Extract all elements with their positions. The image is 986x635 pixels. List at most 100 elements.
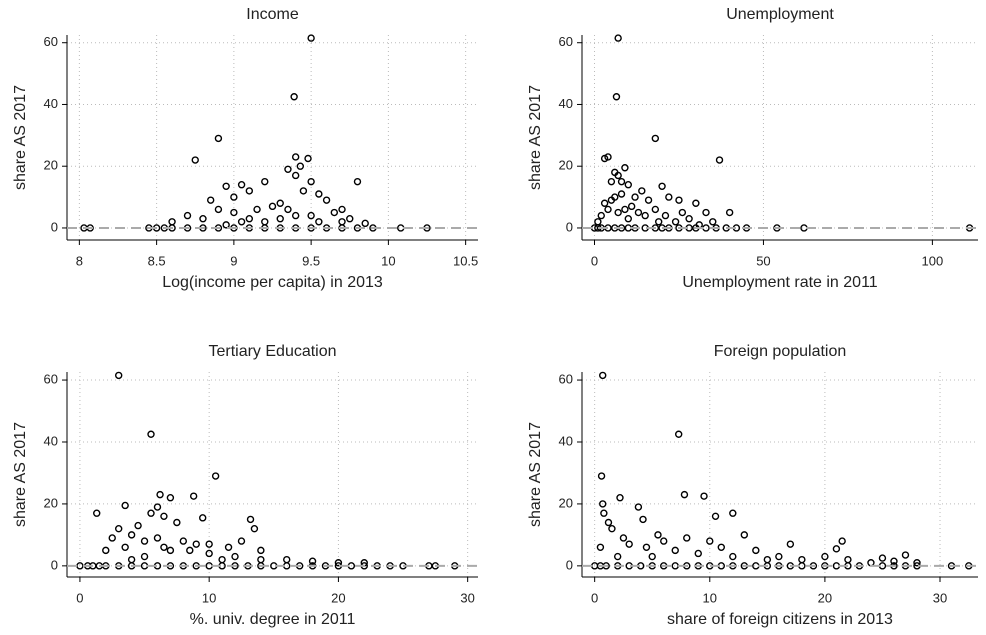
point: [361, 219, 369, 228]
point: [284, 205, 292, 214]
point: [763, 555, 772, 564]
point: [168, 218, 176, 226]
point: [658, 182, 666, 190]
y-tick-label: 0: [51, 557, 58, 572]
point: [322, 196, 331, 204]
point: [617, 177, 626, 186]
point: [253, 205, 261, 214]
point: [230, 193, 238, 201]
point: [338, 218, 346, 226]
point: [642, 543, 651, 551]
x-tick-label: 50: [756, 253, 770, 268]
x-axis-label: Log(income per capita) in 2013: [162, 274, 383, 291]
point: [237, 218, 246, 226]
y-tick-label: 60: [44, 34, 58, 49]
point: [257, 555, 265, 564]
y-tick-label: 40: [44, 96, 58, 111]
point: [108, 534, 116, 542]
point: [338, 205, 346, 214]
point: [617, 190, 626, 198]
point: [140, 562, 149, 570]
y-tick-label: 40: [559, 433, 573, 448]
chart-title: Tertiary Education: [208, 343, 336, 360]
point: [166, 494, 175, 502]
point: [614, 34, 622, 42]
point: [619, 534, 628, 542]
point: [268, 202, 277, 211]
point: [729, 552, 737, 561]
point: [121, 501, 129, 510]
y-tick-label: 0: [566, 557, 573, 572]
point: [261, 177, 269, 186]
y-axis-label: share AS 2017: [527, 422, 544, 527]
point: [648, 552, 656, 561]
point: [901, 551, 910, 559]
point: [775, 552, 783, 561]
point: [678, 208, 687, 217]
point: [214, 205, 223, 214]
point: [631, 193, 639, 201]
x-tick-label: 9: [230, 253, 237, 268]
point: [706, 537, 714, 545]
point: [218, 555, 226, 564]
point: [147, 509, 155, 517]
point: [276, 199, 284, 207]
x-tick-label: 9.5: [302, 253, 320, 268]
point: [153, 503, 162, 511]
y-tick-label: 0: [566, 219, 573, 234]
point: [616, 494, 624, 502]
point: [291, 211, 300, 220]
x-tick-label: 20: [331, 590, 345, 605]
point: [671, 562, 679, 570]
y-tick-label: 60: [559, 371, 573, 386]
x-tick-label: 0: [591, 253, 598, 268]
point: [304, 154, 312, 163]
point: [671, 218, 680, 226]
point: [166, 546, 175, 555]
y-tick-label: 20: [44, 158, 58, 173]
point: [683, 534, 691, 542]
point: [651, 134, 660, 143]
point: [315, 190, 323, 198]
point: [290, 93, 298, 101]
point: [890, 557, 898, 565]
point: [709, 218, 717, 226]
point: [330, 208, 339, 217]
point: [844, 555, 852, 564]
point: [621, 164, 629, 172]
point: [284, 165, 292, 173]
point: [725, 208, 734, 217]
x-axis-label: %. univ. degree in 2011: [190, 611, 356, 628]
point: [675, 196, 683, 204]
point: [231, 552, 239, 561]
point: [153, 534, 162, 542]
point: [654, 218, 663, 226]
y-tick-label: 20: [44, 495, 58, 510]
point: [173, 518, 181, 527]
point: [224, 543, 233, 551]
point: [186, 546, 194, 555]
x-tick-label: 8.5: [148, 253, 166, 268]
point: [156, 490, 164, 499]
point: [832, 545, 841, 553]
point: [798, 555, 806, 564]
point: [147, 430, 155, 438]
point: [189, 492, 198, 500]
point: [114, 524, 123, 533]
x-axis-label: Unemployment rate in 2011: [682, 274, 877, 291]
point: [612, 93, 621, 101]
chart-title: Income: [246, 6, 299, 23]
point: [634, 208, 643, 217]
point: [140, 552, 149, 561]
point: [222, 221, 230, 229]
point: [250, 524, 259, 533]
point: [608, 524, 616, 533]
point: [315, 218, 323, 226]
point: [353, 177, 362, 186]
point: [308, 557, 317, 565]
x-tick-label: 10.5: [453, 253, 478, 268]
point: [334, 559, 343, 567]
point: [685, 214, 693, 223]
point: [594, 218, 602, 226]
point: [237, 537, 246, 545]
